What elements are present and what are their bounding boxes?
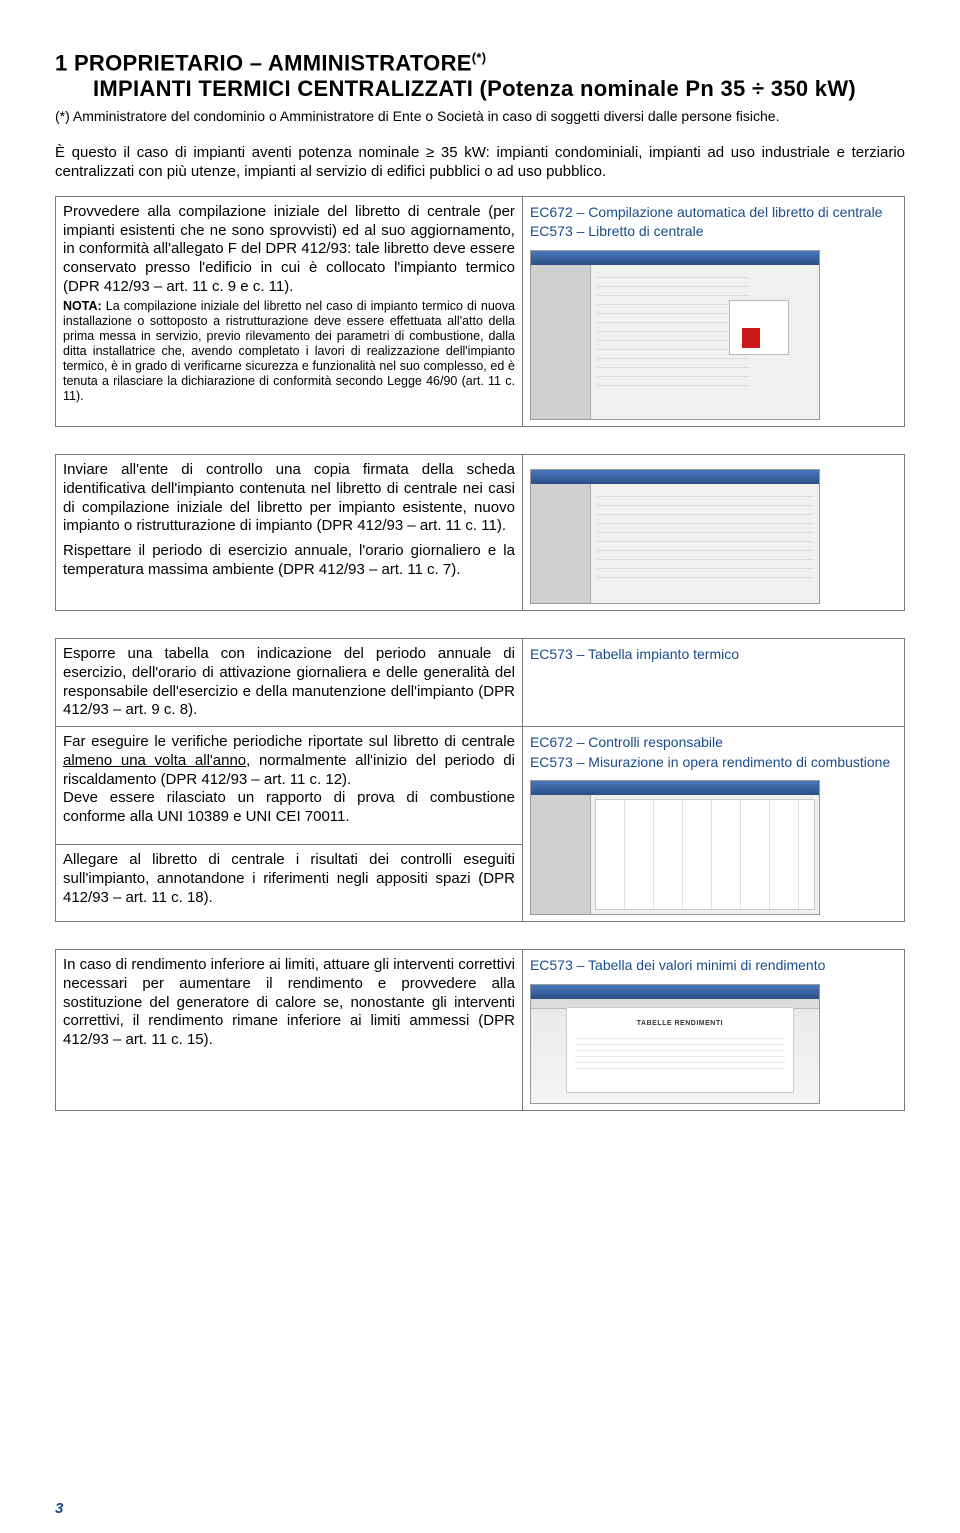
title-footnote: (*) Amministratore del condominio o Ammi… (55, 108, 905, 124)
cell-left: Inviare all'ente di controllo una copia … (56, 455, 523, 611)
note-body: La compilazione iniziale del libretto ne… (63, 299, 515, 403)
reference-link: EC573 – Tabella impianto termico (530, 645, 897, 665)
stub-lines (597, 488, 813, 583)
stub-titlebar (531, 985, 819, 999)
stub-lines (597, 269, 749, 392)
stub-sidebar (531, 265, 591, 419)
stub-sidebar (531, 484, 591, 603)
spacer-row (56, 922, 905, 950)
body-text: Inviare all'ente di controllo una copia … (63, 461, 515, 536)
body-text: Deve essere rilasciato un rapporto di pr… (63, 789, 515, 827)
screenshot-thumbnail (530, 780, 820, 915)
content-table: Provvedere alla compilazione iniziale de… (55, 196, 905, 1111)
note-label: NOTA: (63, 299, 102, 313)
cell-right: EC573 – Tabella impianto termico (522, 639, 904, 727)
stub-sidebar (531, 795, 591, 914)
stub-body (591, 795, 819, 914)
cell-left: In caso di rendimento inferiore ai limit… (56, 950, 523, 1111)
cell-left: Provvedere alla compilazione iniziale de… (56, 196, 523, 426)
body-text: Esporre una tabella con indicazione del … (63, 645, 515, 720)
intro-paragraph: È questo il caso di impianti aventi pote… (55, 144, 905, 182)
stub-body (591, 265, 819, 419)
cell-left: Allegare al libretto di centrale i risul… (56, 845, 523, 922)
stub-titlebar (531, 251, 819, 265)
body-text: Allegare al libretto di centrale i risul… (63, 851, 515, 907)
spacer-row (56, 611, 905, 639)
stub-titlebar (531, 470, 819, 484)
cell-right: EC573 – Tabella dei valori minimi di ren… (522, 950, 904, 1111)
title-line-1: 1 PROPRIETARIO – AMMINISTRATORE(*) (55, 50, 905, 76)
body-text: Provvedere alla compilazione iniziale de… (63, 203, 515, 297)
body-text: In caso di rendimento inferiore ai limit… (63, 956, 515, 1050)
stub-grid (595, 799, 815, 910)
screenshot-thumbnail: TABELLE RENDIMENTI (530, 984, 820, 1104)
cell-right: EC672 – Compilazione automatica del libr… (522, 196, 904, 426)
cell-right: EC672 – Controlli responsabile EC573 – M… (522, 727, 904, 922)
stub-doc-lines (575, 1033, 785, 1073)
note-text: NOTA: La compilazione iniziale del libre… (63, 299, 515, 404)
table-row: Far eseguire le verifiche periodiche rip… (56, 727, 905, 845)
title-text-1: 1 PROPRIETARIO – AMMINISTRATORE (55, 50, 472, 75)
stub-titlebar (531, 781, 819, 795)
page-title-block: 1 PROPRIETARIO – AMMINISTRATORE(*) IMPIA… (55, 50, 905, 102)
stub-doc-title: TABELLE RENDIMENTI (567, 1020, 793, 1027)
table-row: Inviare all'ente di controllo una copia … (56, 455, 905, 611)
cell-right (522, 455, 904, 611)
table-row: Provvedere alla compilazione iniziale de… (56, 196, 905, 426)
screenshot-thumbnail (530, 250, 820, 420)
stub-red-icon (742, 328, 760, 348)
cell-left: Esporre una tabella con indicazione del … (56, 639, 523, 727)
page-number: 3 (55, 1500, 63, 1517)
stub-body (591, 484, 819, 603)
stub-document: TABELLE RENDIMENTI (566, 1007, 794, 1093)
reference-link: EC672 – Controlli responsabile (530, 733, 897, 753)
cell-left: Far eseguire le verifiche periodiche rip… (56, 727, 523, 845)
table-row: Esporre una tabella con indicazione del … (56, 639, 905, 727)
body-pre: Far eseguire le verifiche periodiche rip… (63, 733, 515, 750)
table-row: In caso di rendimento inferiore ai limit… (56, 950, 905, 1111)
body-underline: almeno una volta all'anno (63, 752, 246, 769)
reference-link: EC573 – Tabella dei valori minimi di ren… (530, 956, 897, 976)
spacer-row (56, 427, 905, 455)
reference-link: EC672 – Compilazione automatica del libr… (530, 203, 897, 223)
stub-house-panel (729, 300, 789, 355)
reference-link: EC573 – Libretto di centrale (530, 222, 897, 242)
title-superscript: (*) (472, 50, 487, 65)
reference-link: EC573 – Misurazione in opera rendimento … (530, 753, 897, 773)
screenshot-thumbnail (530, 469, 820, 604)
body-text: Far eseguire le verifiche periodiche rip… (63, 733, 515, 789)
title-line-2: IMPIANTI TERMICI CENTRALIZZATI (Potenza … (93, 76, 905, 102)
body-text: Rispettare il periodo di esercizio annua… (63, 542, 515, 580)
